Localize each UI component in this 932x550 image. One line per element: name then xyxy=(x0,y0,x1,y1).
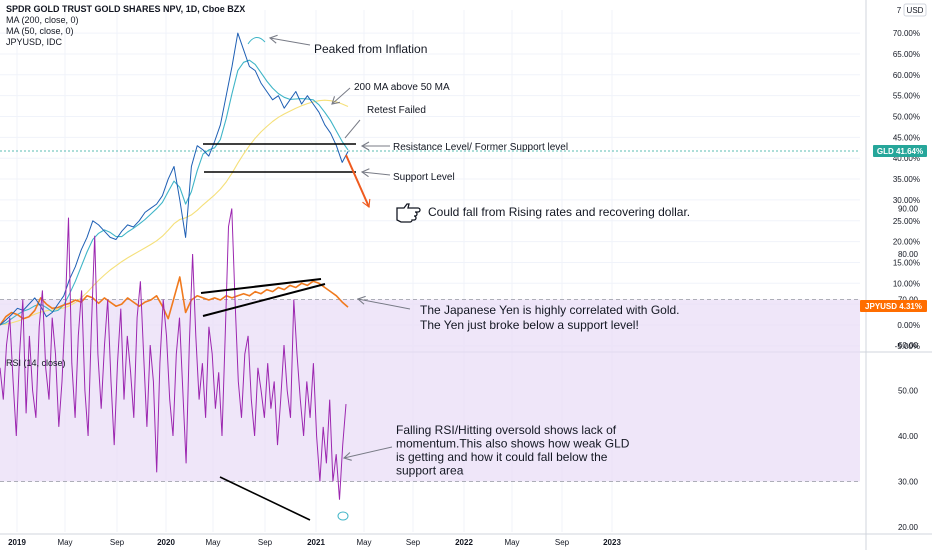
time-tick-5: Sep xyxy=(258,538,273,547)
projection-arrow xyxy=(345,154,370,208)
ma-cross-annotation: 200 MA above 50 MA xyxy=(354,82,450,93)
time-tick-0: 2019 xyxy=(8,538,26,547)
rsi-tick-4: 50.00 xyxy=(898,387,919,396)
time-tick-1: May xyxy=(57,538,72,547)
projection-arrow-head xyxy=(362,198,371,209)
rsi-title[interactable]: RSI (14, close) xyxy=(6,358,66,368)
series-gld xyxy=(0,32,349,326)
time-tick-10: May xyxy=(504,538,519,547)
peak-annotation: Peaked from Inflation xyxy=(314,42,427,56)
rsi-annotation-line4: support area xyxy=(396,464,464,478)
rsi-tick-7: 20.00 xyxy=(898,523,919,532)
jpy-badge: JPYUSD 4.31% xyxy=(865,302,922,311)
legend-ma50[interactable]: MA (50, close, 0) xyxy=(6,26,74,36)
jpy-badge-bg xyxy=(860,300,927,312)
price-tick-7: 35.00% xyxy=(893,175,920,184)
time-tick-7: May xyxy=(356,538,371,547)
price-tick-6: 40.00% xyxy=(893,154,920,163)
time-tick-6: 2021 xyxy=(307,538,325,547)
price-tick-10: 20.00% xyxy=(893,238,920,247)
gld-badge: GLD 41.64% xyxy=(877,147,923,156)
rsi-tick-1: 80.00 xyxy=(898,250,919,259)
rsi-annotation-line2: momentum.This also shows how weak GLD xyxy=(396,437,630,451)
fall-annotation: Could fall from Rising rates and recover… xyxy=(428,205,690,219)
symbol-title[interactable]: SPDR GOLD TRUST GOLD SHARES NPV, 1D, Cbo… xyxy=(6,4,246,14)
price-tick-8: 30.00% xyxy=(893,196,920,205)
resistance-pointer-head xyxy=(360,141,370,151)
time-tick-3: 2020 xyxy=(157,538,175,547)
price-tick-0: 70.00% xyxy=(893,29,920,38)
price-tick-11: 15.00% xyxy=(893,258,920,267)
retest-annotation: Retest Failed xyxy=(367,105,426,116)
annotations: Peaked from Inflation 200 MA above 50 MA R… xyxy=(200,34,690,521)
price-tick-1: 65.00% xyxy=(893,50,920,59)
price-tick-2: 60.00% xyxy=(893,71,920,80)
pointing-hand-shape xyxy=(396,203,421,223)
rsi-oversold-circle xyxy=(337,511,349,521)
series-jpyusd xyxy=(0,276,349,326)
yen-wedge-lower xyxy=(202,283,326,317)
yen-pointer-head xyxy=(356,295,366,305)
rsi-pointer-head xyxy=(342,452,352,461)
price-tick-9: 25.00% xyxy=(893,217,920,226)
rsi-tick-5: 40.00 xyxy=(898,432,919,441)
support-pointer xyxy=(361,171,391,176)
series-ma50 xyxy=(0,59,349,326)
yen-annotation-line1: The Japanese Yen is highly correlated wi… xyxy=(420,303,680,317)
pointing-hand-icon xyxy=(396,203,421,223)
yen-pointer xyxy=(357,298,411,310)
rsi-annotation-line1: Falling RSI/Hitting oversold shows lack … xyxy=(396,423,617,437)
time-tick-8: Sep xyxy=(406,538,421,547)
price-tick-12: 10.00% xyxy=(893,279,920,288)
currency-box xyxy=(903,3,927,17)
time-tick-4: May xyxy=(205,538,220,547)
series-rsi xyxy=(0,208,347,500)
yen-wedge-upper xyxy=(200,278,322,294)
rsi-tick-0: 90.00 xyxy=(898,205,919,214)
rsi-tick-6: 30.00 xyxy=(898,478,919,487)
rsi-annotation-line3: is getting and how it could fall below t… xyxy=(396,450,608,464)
price-tick-14: 0.00% xyxy=(897,321,920,330)
rsi-band xyxy=(0,299,860,482)
resistance-annotation: Resistance Level/ Former Support level xyxy=(393,142,568,153)
rsi-tick-3: 60.00 xyxy=(898,341,919,350)
time-tick-11: Sep xyxy=(555,538,570,547)
ma-pointer xyxy=(331,87,351,105)
price-tick-5: 45.00% xyxy=(893,133,920,142)
peak-pointer xyxy=(269,37,311,46)
time-tick-9: 2022 xyxy=(455,538,473,547)
retest-pointer xyxy=(344,119,361,139)
gld-badge-bg xyxy=(873,145,927,157)
series-ma200 xyxy=(0,99,349,326)
support-pointer-head xyxy=(360,168,370,178)
rsi-trend-line xyxy=(219,476,311,521)
yen-annotation-line2: The Yen just broke below a support level… xyxy=(420,318,639,332)
peak-arc xyxy=(247,37,266,45)
corner-label: 7 xyxy=(897,6,902,15)
support-annotation: Support Level xyxy=(393,172,455,183)
price-tick-15: -5.00% xyxy=(895,342,920,351)
time-tick-2: Sep xyxy=(110,538,125,547)
chart-legend: SPDR GOLD TRUST GOLD SHARES NPV, 1D, Cbo… xyxy=(6,4,245,48)
peak-pointer-head xyxy=(268,34,278,44)
currency-label: USD xyxy=(907,6,924,15)
price-tick-4: 50.00% xyxy=(893,113,920,122)
price-tick-3: 55.00% xyxy=(893,92,920,101)
rsi-pointer xyxy=(343,446,393,459)
legend-jpyusd[interactable]: JPYUSD, IDC xyxy=(6,37,63,47)
legend-ma200[interactable]: MA (200, close, 0) xyxy=(6,15,79,25)
time-tick-12: 2023 xyxy=(603,538,621,547)
ma-pointer-head xyxy=(331,96,340,105)
